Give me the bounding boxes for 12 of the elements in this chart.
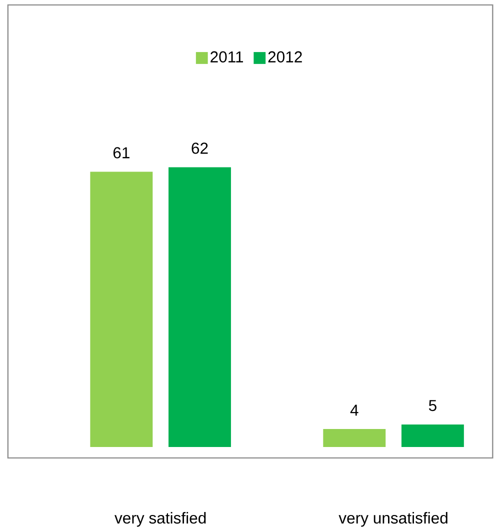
legend-label: 2012 — [268, 51, 302, 62]
x-tick-label: very satisfied — [114, 512, 206, 527]
data-label: 5 — [429, 400, 437, 412]
bar — [90, 172, 153, 448]
bar — [323, 429, 386, 448]
data-label: 4 — [350, 404, 359, 416]
bar — [402, 424, 464, 448]
bar — [168, 167, 232, 448]
data-label: 61 — [114, 147, 130, 158]
x-tick-label: very unsatisfied — [338, 512, 448, 527]
legend-label: 2011 — [210, 51, 244, 62]
data-label: 62 — [192, 142, 208, 154]
